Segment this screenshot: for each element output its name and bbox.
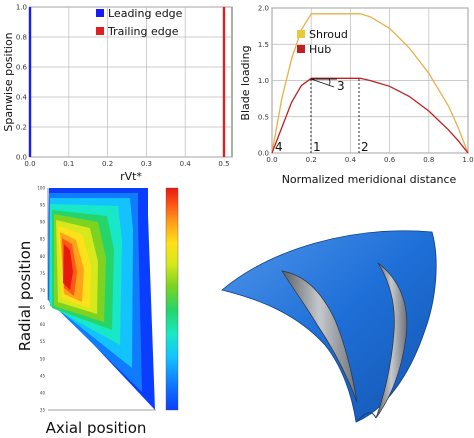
colorbar [165,187,179,411]
series-line-shroud [271,13,469,154]
legend-swatch-hub [297,45,305,53]
y-tick-label: 0.6 [16,64,28,72]
contour-field [47,188,156,411]
y-tick-label: 1.0 [16,4,27,12]
contour-y-tick-label: 45 [40,373,46,378]
blade-loading-x-label: Normalized meridional distance [282,173,457,186]
contour-y-tick-label: 75 [40,271,46,276]
blade-loading-y-label: Blade loading [239,45,252,120]
contour-y-tick-label: 80 [40,254,46,259]
y-tick-label: 1.5 [258,41,269,49]
spanwise-y-ticks: 0.0 0.2 0.4 0.6 0.8 1.0 [16,4,28,162]
legend-swatch-leading-edge [96,9,104,17]
x-tick-label: 0.6 [384,156,396,164]
annotation-slope [310,78,335,88]
y-tick-label: 0.8 [16,34,27,42]
y-tick-label: 0.0 [258,150,269,158]
annotation-angle-arc [328,78,331,86]
y-tick-label: 0.2 [16,124,27,132]
y-tick-label: 0.4 [16,94,28,102]
contour-y-tick-label: 40 [40,390,46,395]
spanwise-x-label: rVt* [120,170,142,183]
spanwise-plot-area [29,6,233,158]
contour-y-label: Radial position [16,241,34,352]
contour-y-tick-label: 70 [40,288,46,293]
contour-x-label: Axial position [46,419,147,437]
contour-y-tick-label: 35 [40,408,46,413]
contour-y-tick-label: 55 [40,339,46,344]
annotation-label-2: 2 [361,140,369,154]
blade-loading-legend: Shroud Hub [297,28,348,56]
blade-1 [281,270,358,403]
spanwise-legend: Leading edge Trailing edge [96,7,183,38]
contour-y-tick-label: 50 [40,356,46,361]
legend-swatch-trailing-edge [96,27,104,35]
blade-loading-y-ticks: 0.0 0.5 1.0 1.5 2.0 [258,5,269,158]
x-tick-label: 0.3 [141,160,152,168]
x-tick-label: 0.1 [63,160,74,168]
contour-y-tick-label: 85 [40,237,46,242]
spanwise-x-ticks: 0.0 0.1 0.2 0.3 0.4 0.5 [24,160,229,168]
x-tick-label: 0.0 [24,160,35,168]
spanwise-chart: 0.0 0.1 0.2 0.3 0.4 0.5 0.0 0.2 0.4 0.6 0.8 1.0 rV… [2,4,233,183]
contour-y-tick-label: 90 [40,220,46,225]
annotation-label-4: 4 [275,140,283,154]
contour-y-tick-label: 95 [40,203,46,208]
legend-swatch-shroud [297,30,305,38]
impeller-render [221,230,437,423]
x-tick-label: 0.0 [266,156,277,164]
hub-edge [355,412,377,423]
x-tick-label: 0.4 [345,156,357,164]
y-tick-label: 0.5 [258,113,269,121]
contour-band-11 [63,244,73,290]
spanwise-series [28,7,226,157]
y-tick-label: 2.0 [258,5,269,13]
legend-label-hub: Hub [309,43,331,56]
x-tick-label: 0.5 [218,160,229,168]
spanwise-y-label: Spanwise position [2,32,15,131]
contour-y-ticks: 100 95 90 85 80 75 70 65 60 55 50 45 40 35 [37,186,45,413]
y-tick-label: 1.0 [258,77,269,85]
annotation-label-3: 3 [337,79,345,93]
x-tick-label: 0.4 [180,160,192,168]
annotation-label-1: 1 [313,140,321,154]
contour-y-tick-label: 65 [40,305,46,310]
y-tick-label: 0.0 [16,154,27,162]
legend-label-leading-edge: Leading edge [108,7,183,20]
x-tick-label: 0.8 [423,156,434,164]
blade-loading-chart: 0.0 0.2 0.4 0.6 0.8 1.0 0.0 0.5 1.0 1.5 2.0 Norma… [239,5,474,187]
x-tick-label: 0.2 [102,160,113,168]
blade-loading-x-ticks: 0.0 0.2 0.4 0.6 0.8 1.0 [266,156,473,164]
contour-chart: 100 95 90 85 80 75 70 65 60 55 50 45 40 35 Axial posi… [16,186,179,437]
x-tick-label: 0.2 [306,156,317,164]
blade-loading-annotations: 1 2 3 4 [275,78,369,154]
series-line-hub [271,77,469,154]
legend-label-trailing-edge: Trailing edge [107,25,179,38]
contour-y-tick-label: 100 [37,186,45,191]
legend-label-shroud: Shroud [309,28,348,41]
contour-y-tick-label: 60 [40,322,46,327]
x-tick-label: 1.0 [462,156,473,164]
blade-loading-series [271,13,469,154]
